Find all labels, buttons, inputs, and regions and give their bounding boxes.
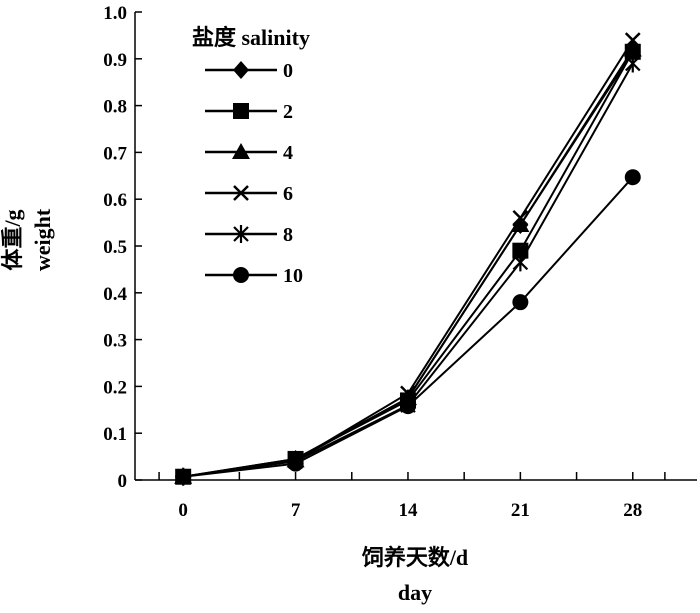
x-tick-label: 21 xyxy=(511,500,530,521)
y-tick-label: 0.9 xyxy=(103,50,127,71)
y-axis-title-en: weight xyxy=(30,208,55,271)
legend-item-0: 0 xyxy=(205,60,293,82)
x-tick-label: 14 xyxy=(398,500,418,521)
series-layer xyxy=(174,32,642,486)
legend-item-4: 4 xyxy=(205,142,293,164)
legend-label: 10 xyxy=(283,265,303,287)
marker-stroke xyxy=(400,385,416,402)
y-tick-label: 0 xyxy=(118,471,128,492)
y-tick-label: 1.0 xyxy=(103,3,127,24)
legend-marker xyxy=(232,143,250,159)
legend-label: 2 xyxy=(283,101,293,123)
legend-marker xyxy=(233,185,249,201)
y-tick-label: 0.7 xyxy=(103,143,127,164)
series-line xyxy=(183,62,634,478)
y-tick-label: 0.3 xyxy=(103,331,127,352)
axes: 00.10.20.30.40.50.60.70.80.91.00 7 14 21 28 xyxy=(103,3,697,521)
data-point xyxy=(512,253,529,272)
x-tick-label: 7 xyxy=(291,500,301,521)
marker-stroke xyxy=(233,185,249,201)
marker-stroke xyxy=(624,32,641,48)
y-tick-label: 0.2 xyxy=(103,377,127,398)
legend-label: 8 xyxy=(283,224,293,246)
y-tick-label: 0.6 xyxy=(103,190,127,211)
marker-stroke xyxy=(512,210,529,226)
x-axis-title-en: day xyxy=(398,580,432,605)
y-tick-label: 0.5 xyxy=(103,237,127,258)
y-axis-title-cn: 体重/g xyxy=(0,209,25,270)
data-point xyxy=(399,398,416,415)
legend-label: 6 xyxy=(283,183,293,205)
data-point xyxy=(512,210,529,226)
data-point xyxy=(511,215,530,232)
legend-marker xyxy=(233,61,249,79)
data-point xyxy=(624,54,641,73)
legend-marker xyxy=(233,225,249,243)
series-10 xyxy=(175,169,641,485)
x-axis-title-cn: 饲养天数/d xyxy=(361,545,468,570)
legend-item-2: 2 xyxy=(205,101,293,123)
legend-item-8: 8 xyxy=(205,224,293,246)
series-line xyxy=(183,176,634,478)
legend-marker xyxy=(233,103,249,119)
series-6 xyxy=(175,32,641,485)
data-point xyxy=(512,294,529,311)
data-point xyxy=(175,468,192,485)
x-tick-label: 28 xyxy=(623,500,642,521)
data-point xyxy=(287,455,304,472)
legend: 0 2 4 6 8 10 xyxy=(205,60,303,287)
y-tick-label: 0.8 xyxy=(103,97,127,118)
x-tick-label: 0 xyxy=(178,500,188,521)
legend-title: 盐度 salinity xyxy=(192,25,310,50)
legend-item-6: 6 xyxy=(205,183,293,205)
legend-marker xyxy=(233,267,249,283)
data-point xyxy=(624,169,641,186)
legend-label: 4 xyxy=(283,142,293,164)
y-tick-label: 0.1 xyxy=(103,424,127,445)
legend-label: 0 xyxy=(283,60,293,82)
data-point xyxy=(624,32,641,48)
legend-item-10: 10 xyxy=(205,265,303,287)
data-point xyxy=(623,40,642,57)
y-tick-label: 0.4 xyxy=(103,284,127,305)
